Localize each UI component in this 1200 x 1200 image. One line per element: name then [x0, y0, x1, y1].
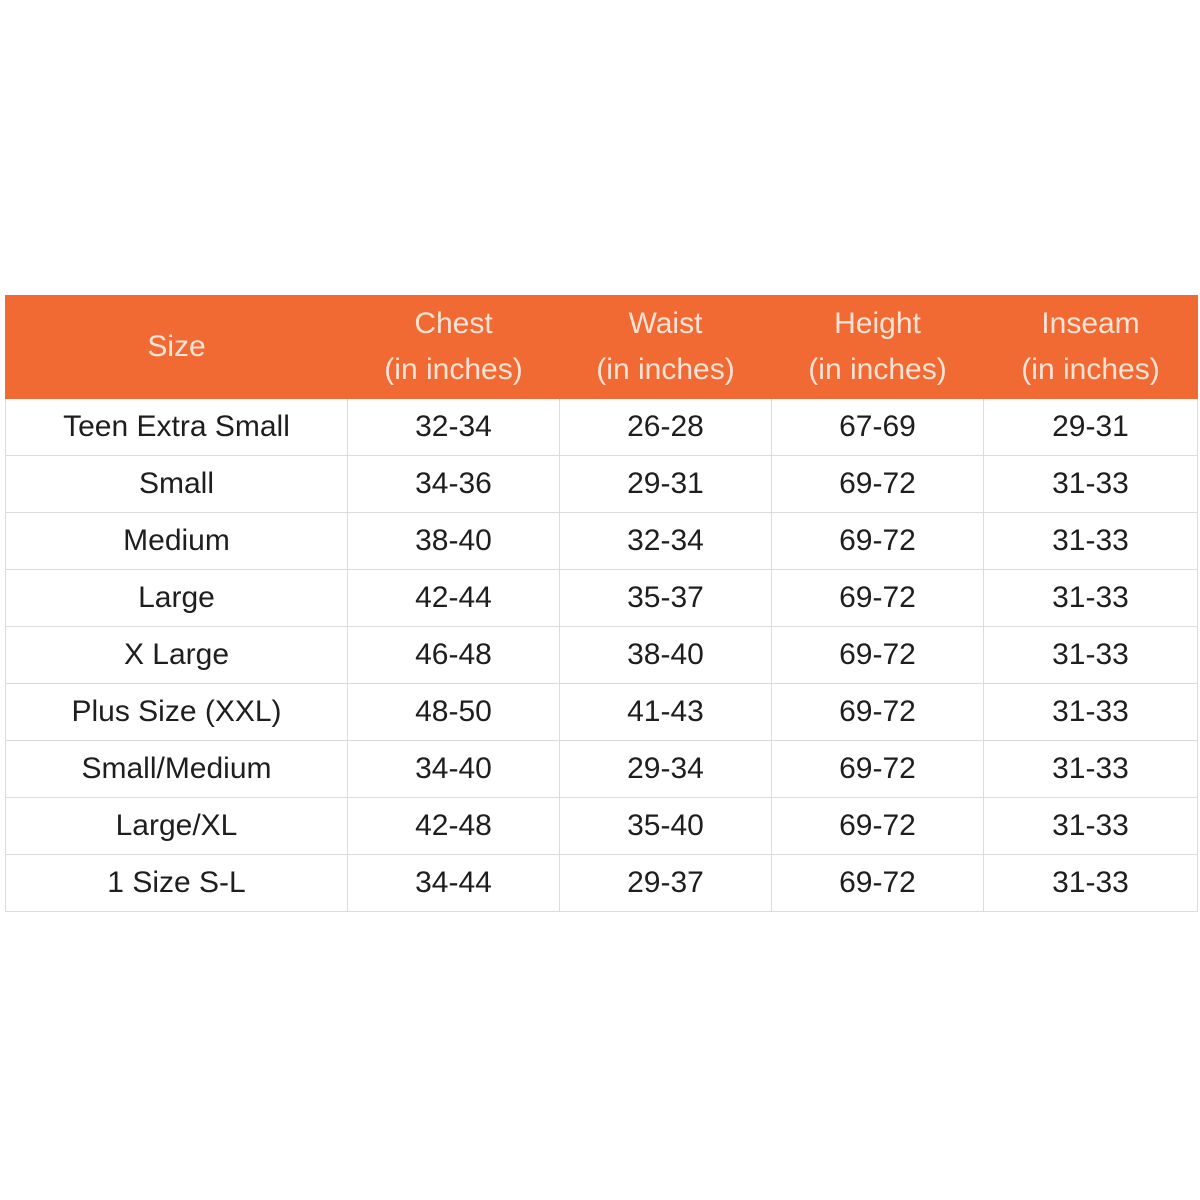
value-cell: 35-37	[559, 569, 772, 627]
header-cell: Inseam (in inches)	[983, 295, 1198, 399]
value-cell: 69-72	[771, 512, 984, 570]
value-cell: 69-72	[771, 455, 984, 513]
value-cell: 31-33	[983, 683, 1198, 741]
header-title: Waist	[628, 307, 703, 340]
value-cell: 69-72	[771, 683, 984, 741]
table-body: Teen Extra Small 32-34 26-28 67-69 29-31 Smal…	[5, 398, 1198, 912]
value-cell: 48-50	[347, 683, 560, 741]
value-cell: 26-28	[559, 398, 772, 456]
value-cell: 29-34	[559, 740, 772, 798]
value-cell: 31-33	[983, 797, 1198, 855]
header-cell: Height (in inches)	[771, 295, 984, 399]
table-row: Large 42-44 35-37 69-72 31-33	[5, 569, 1198, 627]
value-cell: 29-31	[983, 398, 1198, 456]
header-title: Chest	[414, 307, 493, 340]
value-cell: 32-34	[559, 512, 772, 570]
value-cell: 29-37	[559, 854, 772, 912]
value-cell: 34-40	[347, 740, 560, 798]
size-cell: X Large	[5, 626, 348, 684]
table-row: Plus Size (XXL) 48-50 41-43 69-72 31-33	[5, 683, 1198, 741]
value-cell: 41-43	[559, 683, 772, 741]
value-cell: 69-72	[771, 797, 984, 855]
value-cell: 38-40	[347, 512, 560, 570]
table-row: Small/Medium 34-40 29-34 69-72 31-33	[5, 740, 1198, 798]
header-unit: (in inches)	[384, 353, 523, 386]
value-cell: 31-33	[983, 740, 1198, 798]
value-cell: 31-33	[983, 854, 1198, 912]
value-cell: 42-48	[347, 797, 560, 855]
table-row: Small 34-36 29-31 69-72 31-33	[5, 455, 1198, 513]
value-cell: 69-72	[771, 626, 984, 684]
table-row: Teen Extra Small 32-34 26-28 67-69 29-31	[5, 398, 1198, 456]
value-cell: 31-33	[983, 512, 1198, 570]
value-cell: 35-40	[559, 797, 772, 855]
value-cell: 38-40	[559, 626, 772, 684]
header-title: Size	[147, 330, 206, 363]
value-cell: 69-72	[771, 569, 984, 627]
header-title: Height	[834, 307, 921, 340]
table-row: Medium 38-40 32-34 69-72 31-33	[5, 512, 1198, 570]
size-cell: Small	[5, 455, 348, 513]
value-cell: 42-44	[347, 569, 560, 627]
value-cell: 34-44	[347, 854, 560, 912]
table-row: Large/XL 42-48 35-40 69-72 31-33	[5, 797, 1198, 855]
table-row: 1 Size S-L 34-44 29-37 69-72 31-33	[5, 854, 1198, 912]
value-cell: 69-72	[771, 740, 984, 798]
size-table: Size Chest (in inches) Waist (in inches) Heig…	[5, 295, 1198, 912]
size-cell: Teen Extra Small	[5, 398, 348, 456]
value-cell: 46-48	[347, 626, 560, 684]
value-cell: 31-33	[983, 626, 1198, 684]
header-cell: Waist (in inches)	[559, 295, 772, 399]
header-cell: Chest (in inches)	[347, 295, 560, 399]
header-unit: (in inches)	[596, 353, 735, 386]
header-unit: (in inches)	[1021, 353, 1160, 386]
header-cell: Size	[5, 295, 348, 399]
value-cell: 32-34	[347, 398, 560, 456]
header-unit: (in inches)	[808, 353, 947, 386]
size-cell: Plus Size (XXL)	[5, 683, 348, 741]
size-cell: 1 Size S-L	[5, 854, 348, 912]
header-title: Inseam	[1041, 307, 1140, 340]
size-cell: Large	[5, 569, 348, 627]
size-cell: Medium	[5, 512, 348, 570]
size-cell: Large/XL	[5, 797, 348, 855]
table-row: X Large 46-48 38-40 69-72 31-33	[5, 626, 1198, 684]
value-cell: 67-69	[771, 398, 984, 456]
value-cell: 69-72	[771, 854, 984, 912]
value-cell: 31-33	[983, 569, 1198, 627]
value-cell: 34-36	[347, 455, 560, 513]
header-row: Size Chest (in inches) Waist (in inches) Heig…	[5, 295, 1198, 399]
value-cell: 31-33	[983, 455, 1198, 513]
size-cell: Small/Medium	[5, 740, 348, 798]
value-cell: 29-31	[559, 455, 772, 513]
